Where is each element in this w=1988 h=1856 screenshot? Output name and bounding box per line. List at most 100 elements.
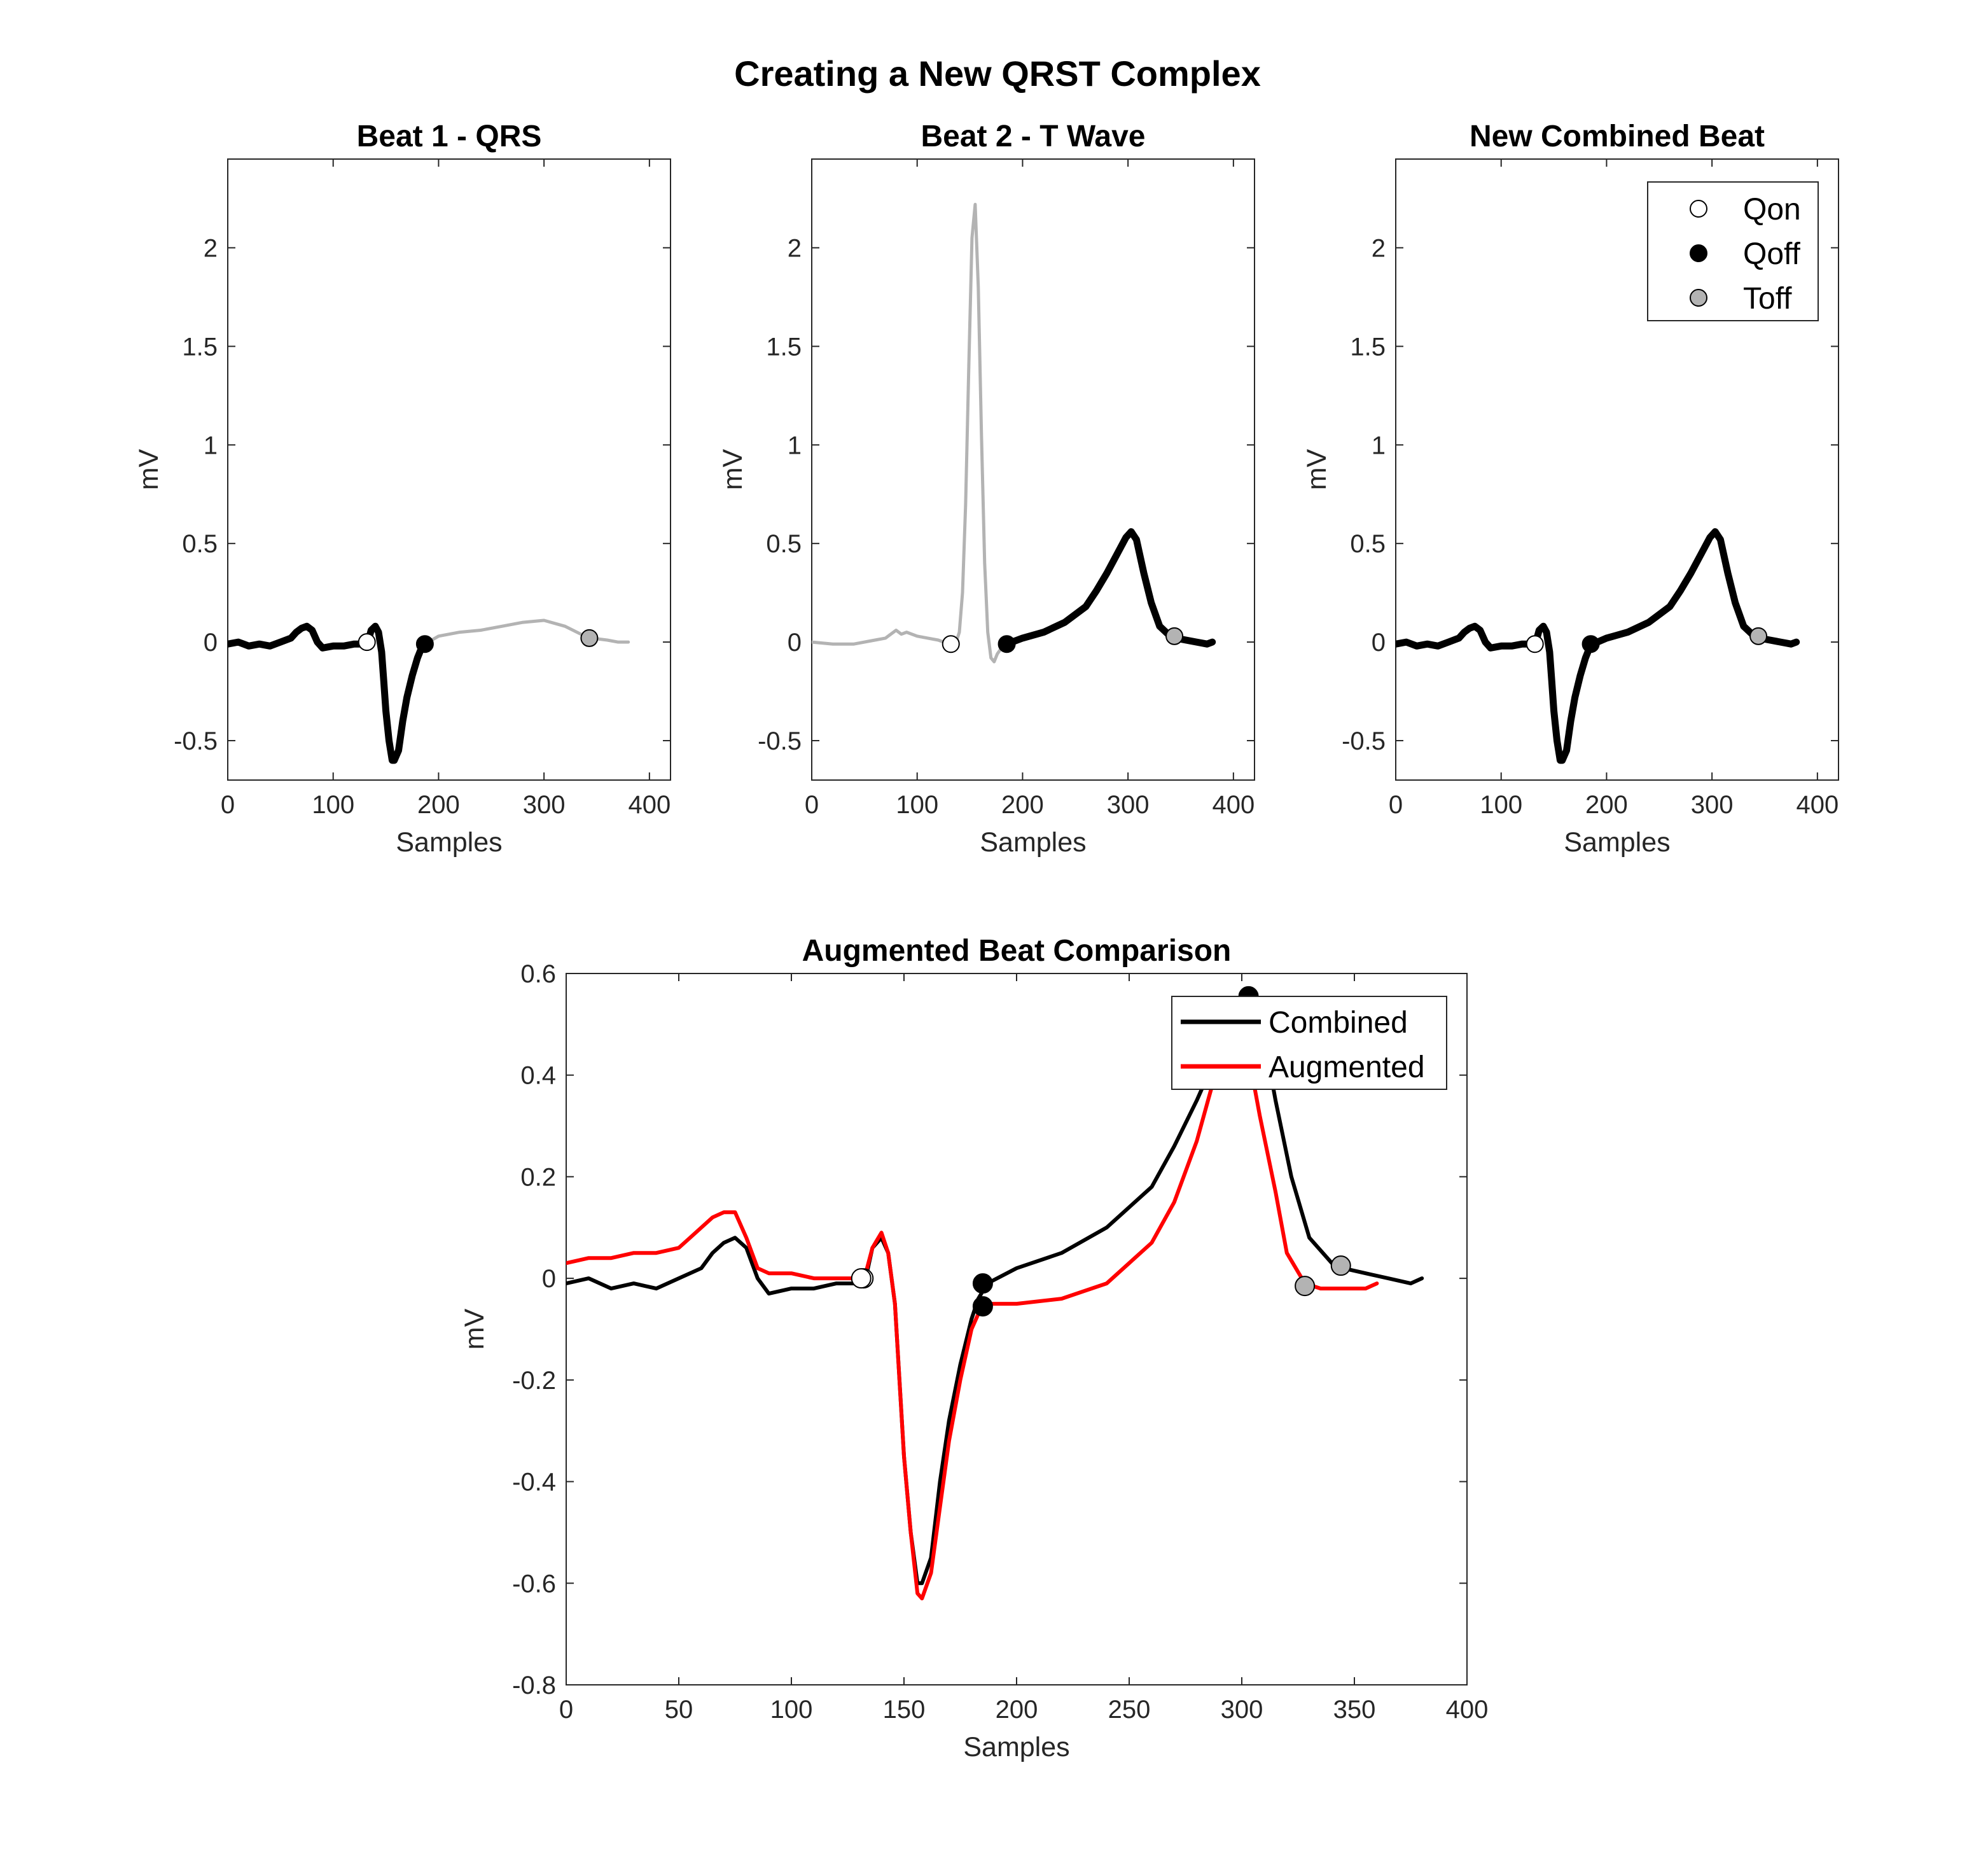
x-axis-label: Samples [963,1732,1069,1762]
marker-toff [1749,627,1768,645]
y-axis-label: mV [718,449,748,490]
y-tick-label: -0.2 [512,1367,556,1395]
y-tick-label: 0 [204,629,218,657]
x-tick-label: 200 [417,791,460,819]
y-tick-label: 0.5 [1350,530,1386,558]
subplot-title: Beat 1 - QRS [357,120,542,153]
y-tick-label: 1.5 [766,333,802,361]
y-tick-label: -0.5 [1342,727,1386,755]
x-tick-label: 200 [996,1696,1038,1724]
y-tick-label: 2 [1372,234,1386,262]
x-tick-label: 300 [523,791,566,819]
series-line-1 [423,618,630,646]
x-tick-label: 400 [1212,791,1255,819]
subplot-1: 0 100 200 300 400 -0.5 0 0.5 1 1.5 2 Beat 1 - QRS Sa… [134,120,671,858]
series-line-1 [1396,528,1800,764]
x-tick-label: 150 [883,1696,926,1724]
marker-toff [580,629,599,647]
marker-qon [942,635,960,653]
subplot-title: Augmented Beat Comparison [802,934,1232,968]
y-tick-label: 0 [1372,629,1386,657]
x-tick-label: 100 [1480,791,1522,819]
y-tick-label: 0.5 [182,530,218,558]
subplot-4: 0 50 100 150 200 250 300 350 400 -0.8 -0.6 -0.4 -0.2… [459,934,1488,1762]
y-tick-label: 0.5 [766,530,802,558]
y-tick-label: -0.4 [512,1469,556,1497]
marker-qoff [1581,635,1600,653]
legend-series: Combined Augmented [1171,996,1447,1090]
x-tick-label: 300 [1221,1696,1263,1724]
x-axis-label: Samples [396,827,502,858]
x-tick-label: 300 [1691,791,1734,819]
x-tick-label: 200 [1585,791,1628,819]
y-tick-label: 1 [204,431,218,459]
x-tick-label: 0 [805,791,819,819]
x-tick-label: 250 [1108,1696,1151,1724]
x-tick-label: 400 [628,791,671,819]
y-tick-label: -0.5 [174,727,218,755]
subplot-3: 0 100 200 300 400 -0.5 0 0.5 1 1.5 2 New Combined B… [1302,120,1839,858]
marker-qoff [997,635,1016,653]
y-tick-label: 1.5 [1350,333,1386,361]
series-line-1 [812,202,1009,664]
axes-box [227,158,671,781]
marker-qoff [972,1273,993,1294]
axes-box [811,158,1255,781]
marker-qoff [972,1296,993,1317]
marker-toff [1330,1255,1351,1276]
marker-toff [1165,627,1184,645]
y-tick-label: 2 [204,234,218,262]
subplot-title: New Combined Beat [1470,120,1765,153]
subplot-2: 0 100 200 300 400 -0.5 0 0.5 1 1.5 2 Beat 2 - T Wav… [718,120,1255,858]
legend-label: Toff [1743,282,1792,316]
series-group [812,202,1216,664]
figure-title: Creating a New QRST Complex [734,53,1261,94]
x-tick-label: 100 [770,1696,813,1724]
marker-toff [1295,1276,1316,1297]
x-tick-label: 200 [1001,791,1044,819]
y-axis-label: mV [134,449,164,490]
x-axis-label: Samples [980,827,1086,858]
legend-box [1647,181,1819,321]
y-tick-label: 0.6 [520,960,556,988]
legend-marker-qoff [1690,244,1707,262]
marker-qon [358,633,376,652]
x-tick-label: 100 [312,791,354,819]
legend-marker-toff [1690,289,1707,307]
series-group [1396,528,1800,764]
legend-marker-qon [1690,200,1707,218]
y-tick-label: -0.6 [512,1570,556,1598]
y-tick-label: 0.4 [520,1062,556,1090]
y-axis-label: mV [1302,449,1332,490]
y-tick-label: 0 [542,1265,556,1293]
y-tick-label: 2 [788,234,802,262]
x-tick-label: 100 [896,791,938,819]
x-tick-label: 0 [221,791,235,819]
x-tick-label: 50 [665,1696,693,1724]
x-tick-label: 400 [1446,1696,1489,1724]
x-tick-label: 300 [1107,791,1150,819]
x-tick-label: 400 [1796,791,1839,819]
legend-markers: Qon Qoff Toff [1647,181,1819,321]
marker-qoff [415,635,434,653]
y-tick-label: 1.5 [182,333,218,361]
y-tick-label: -0.8 [512,1671,556,1699]
legend-label: Qon [1743,193,1801,227]
subplot-title: Beat 2 - T Wave [921,120,1146,153]
legend-label: Qoff [1743,237,1801,271]
y-tick-label: 1 [1372,431,1386,459]
legend-box [1171,996,1447,1090]
legend-label: Augmented [1269,1050,1425,1084]
legend-label: Combined [1269,1006,1408,1040]
marker-qon [1526,635,1544,653]
x-axis-label: Samples [1564,827,1670,858]
marker-qon [851,1268,872,1289]
y-axis-label: mV [459,1308,490,1350]
y-tick-label: 0.2 [520,1163,556,1191]
y-tick-label: -0.5 [758,727,802,755]
series-line-2 [1003,528,1216,648]
x-tick-label: 0 [1389,791,1403,819]
axes-box [566,973,1468,1685]
